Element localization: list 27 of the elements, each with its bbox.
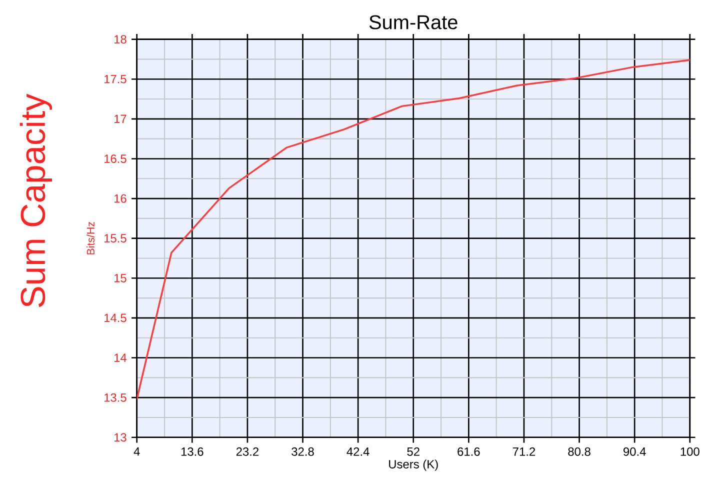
x-tick-label: 23.2 (236, 447, 258, 456)
chart-title: Sum-Rate (369, 15, 458, 30)
line-series (136, 59, 690, 400)
x-tick-label: 13.6 (181, 447, 204, 456)
x-tick-label: 100 (680, 447, 700, 456)
x-tick-label: 90.4 (624, 447, 646, 456)
y-tick-label: 17 (114, 114, 126, 123)
y-tick-label: 18 (114, 34, 126, 44)
x-tick-label: 80.8 (568, 447, 590, 456)
y-axis-title: Bits/Hz (86, 222, 94, 254)
x-tick-label: 4 (134, 447, 140, 456)
x-tick-label: 32.8 (292, 447, 314, 456)
y-tick-label: 15.5 (104, 234, 126, 242)
x-axis-title: Users (K) (389, 460, 438, 471)
x-tick-label: 61.6 (458, 447, 480, 456)
y-tick-label: 14 (114, 354, 126, 362)
y-tick-label: 16 (114, 194, 126, 203)
x-tick-label: 52 (407, 447, 420, 456)
y-tick-label: 14.5 (104, 314, 126, 322)
x-tick-label: 42.4 (346, 447, 370, 456)
y-tick-label: 17.5 (104, 74, 126, 84)
y-tick-label: 13.5 (104, 393, 126, 402)
text: Sum Capacity (20, 94, 52, 307)
y-tick-label: 15 (114, 274, 126, 282)
x-tick-label: 71.2 (512, 447, 536, 456)
y-tick-label: 13 (114, 433, 126, 442)
y-tick-label: 16.5 (104, 154, 126, 163)
